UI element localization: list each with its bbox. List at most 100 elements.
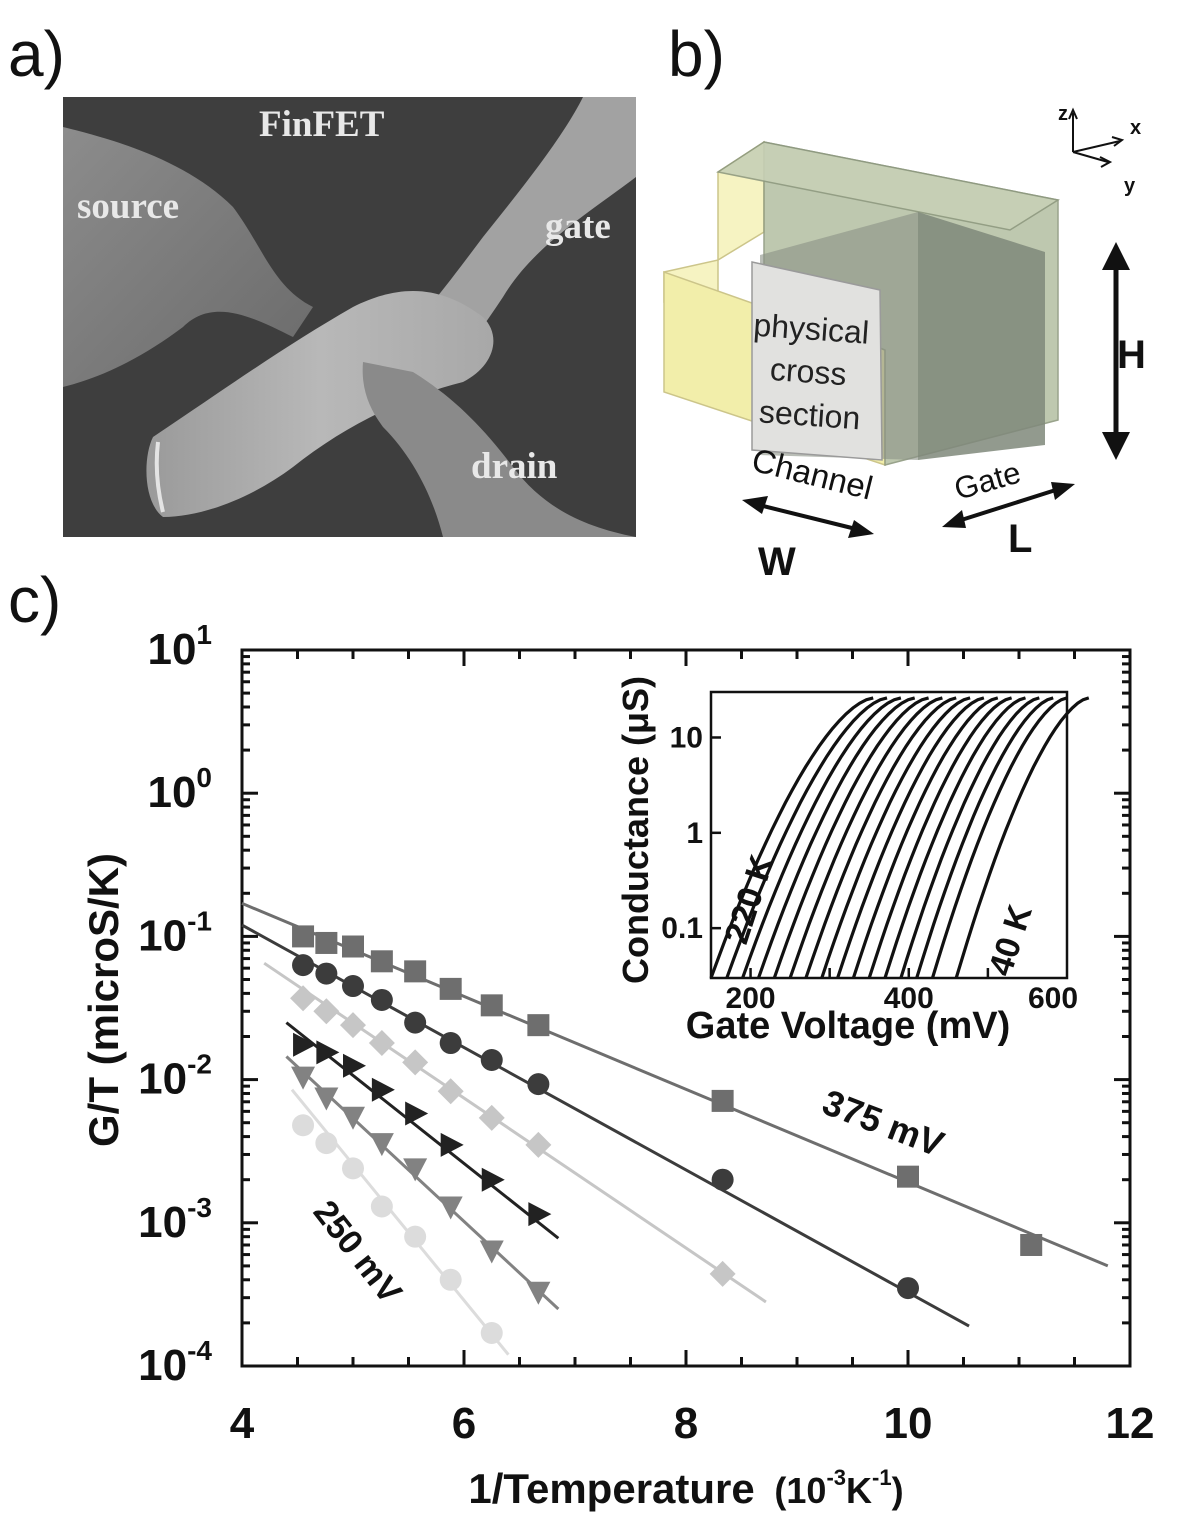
y-tick-base: 10 (138, 1198, 187, 1247)
inset-curve (756, 696, 916, 979)
x-tick-label: 12 (1106, 1399, 1155, 1448)
y-tick-label: 10-1 (138, 905, 212, 960)
y-tick-exp: -4 (187, 1335, 212, 1366)
data-point (291, 1066, 316, 1090)
panel-b-label: b) (668, 18, 725, 90)
data-point (478, 1104, 505, 1131)
data-point (439, 977, 462, 1000)
x-tick-labels: 4 6 8 10 12 (230, 1399, 1155, 1448)
data-point (370, 988, 393, 1011)
axis-z-label: z (1058, 103, 1068, 125)
main-ticks (240, 648, 1132, 1368)
y-tick-exp: 1 (196, 619, 212, 650)
inset-curve (883, 696, 1026, 979)
inset-x-tick-label: 600 (1028, 982, 1078, 1015)
cross-section-line-2: cross (769, 351, 848, 392)
inset-curve (836, 696, 985, 979)
y-tick-base: 10 (138, 911, 187, 960)
y-tick-exp: -1 (187, 905, 212, 936)
x-axis-unit-base: (10 (774, 1470, 826, 1511)
sem-source-label: source (77, 186, 180, 227)
cross-section-line-1: physical (752, 307, 870, 351)
inset-y-axis-label: Conductance (μS) (615, 676, 656, 984)
inset-x-tick-label: 400 (884, 982, 934, 1015)
data-point (480, 1049, 503, 1072)
inset-curve (788, 696, 943, 979)
y-tick-exp: -3 (187, 1192, 212, 1223)
length-label: L (1008, 517, 1032, 561)
y-tick-base: 10 (138, 1341, 187, 1390)
inset-curve (915, 696, 1054, 979)
y-tick-label: 10-4 (138, 1335, 212, 1390)
inset-y-tick-label: 10 (670, 721, 703, 754)
data-point (292, 1114, 315, 1137)
data-point (342, 1157, 364, 1180)
y-tick-label: 101 (147, 619, 212, 674)
gate-top-face (716, 141, 1061, 231)
height-label: H (1117, 333, 1146, 377)
x-tick-label: 6 (452, 1399, 476, 1448)
inset-ticks (711, 736, 990, 978)
inset-curve (804, 696, 957, 979)
inset-curve (954, 696, 1090, 979)
data-point (526, 1281, 551, 1305)
data-point (897, 1165, 919, 1188)
fin-channel (146, 290, 494, 517)
x-axis-unit-mid: K (846, 1470, 872, 1511)
data-point (315, 1132, 338, 1155)
data-point (370, 950, 393, 973)
data-point (341, 1106, 365, 1130)
data-point (405, 1101, 429, 1126)
panel-c-label: c) (8, 564, 62, 636)
data-point (527, 1014, 550, 1037)
height-arrow (1102, 242, 1130, 460)
y-axis-label: G/T (microS/K) (80, 853, 127, 1147)
y-tick-base: 10 (147, 768, 196, 817)
data-point (314, 1087, 339, 1111)
source-pad (63, 127, 313, 387)
inset-y-tick-label: 0.1 (661, 912, 703, 945)
sem-gate-label: gate (545, 206, 611, 247)
inset-curve (820, 696, 971, 979)
data-point (711, 1168, 734, 1191)
y-tick-base: 10 (138, 1055, 187, 1104)
y-tick-label: 10-2 (138, 1049, 212, 1104)
data-point (403, 1158, 428, 1182)
width-arrow (742, 496, 874, 538)
axis-x-label: x (1130, 117, 1141, 139)
inset-curve (741, 696, 902, 979)
data-point (481, 1167, 505, 1192)
axis-y-label: y (1124, 175, 1136, 197)
inset-y-tick-label: 1 (686, 817, 703, 850)
inset-x-axis-label: Gate Voltage (mV) (686, 1005, 1010, 1047)
gate-inner-shadow (918, 212, 1045, 460)
y-tick-label: 100 (147, 762, 212, 817)
y-tick-exp: 0 (196, 762, 212, 793)
data-point (293, 1032, 317, 1057)
cross-section-plane (751, 261, 883, 461)
data-point (343, 1053, 366, 1078)
data-point (897, 1277, 919, 1300)
inset-tick-labels: 200 400 600 10 1 0.1 (661, 721, 1078, 1015)
fin-edge-highlight (154, 441, 165, 513)
data-point (480, 1321, 503, 1344)
fit-line (241, 923, 970, 1328)
inset-curve (709, 696, 874, 979)
sem-shapes (63, 97, 636, 537)
y-tick-label: 10-3 (138, 1192, 212, 1247)
drain-pad (362, 362, 636, 537)
x-axis-label: 1/Temperature (10-3K-1) (468, 1465, 903, 1512)
data-point (440, 1132, 464, 1157)
data-point (370, 1195, 393, 1218)
data-point (292, 954, 315, 977)
data-point (292, 925, 315, 948)
data-point (342, 935, 364, 958)
y-tick-exp: -2 (187, 1049, 212, 1080)
inset-curve (867, 696, 1013, 979)
x-tick-label: 8 (674, 1399, 698, 1448)
data-point (404, 960, 427, 983)
data-point (369, 1133, 394, 1157)
sem-drain-label: drain (471, 446, 558, 487)
